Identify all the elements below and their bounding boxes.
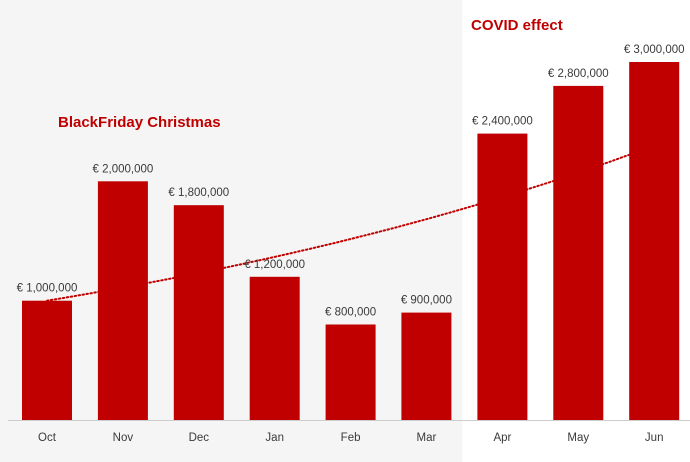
value-label-dec: € 1,800,000 [168,187,229,199]
bars-layer [22,62,680,421]
value-label-mar: € 900,000 [401,295,452,307]
annotation-covid: COVID effect [471,17,563,34]
annotation-blackfriday: BlackFriday Christmas [58,114,221,131]
x-tick-labels: Oct Nov Dec Jan Feb Mar Apr May Jun [38,432,663,444]
x-tick-dec: Dec [189,432,210,444]
bar-nov [97,181,148,420]
value-label-jan: € 1,200,000 [244,259,305,271]
bar-apr [477,133,528,420]
x-tick-jan: Jan [265,432,284,444]
x-tick-mar: Mar [416,432,436,444]
value-label-may: € 2,800,000 [548,68,609,80]
value-label-nov: € 2,000,000 [93,163,154,175]
labels-layer: € 1,000,000 € 2,000,000 € 1,800,000 € 1,200… [17,44,685,319]
bar-may [553,85,604,421]
bar-feb [325,324,376,420]
x-tick-feb: Feb [341,432,361,444]
bar-jun [629,62,680,420]
x-tick-jun: Jun [645,432,664,444]
x-tick-nov: Nov [113,432,134,444]
trend-line [46,144,656,302]
bar-dec [173,205,224,420]
bar-mar [401,312,452,420]
x-tick-oct: Oct [38,432,57,444]
value-label-feb: € 800,000 [325,307,376,319]
x-tick-may: May [567,432,589,444]
x-tick-apr: Apr [493,432,511,444]
bar-oct [22,300,72,420]
bar-jan [249,276,300,420]
value-label-apr: € 2,400,000 [472,116,533,128]
value-label-jun: € 3,000,000 [624,44,685,56]
value-label-oct: € 1,000,000 [17,283,78,295]
